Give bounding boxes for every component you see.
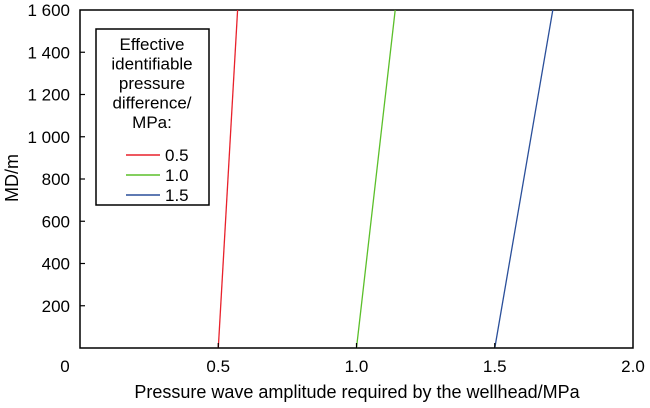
legend-title-line: pressure	[119, 74, 185, 93]
y-tick-label: 1 600	[27, 1, 70, 20]
y-tick-label: 1 000	[27, 128, 70, 147]
legend: Effectiveidentifiablepressuredifference/…	[95, 28, 210, 206]
x-tick-label: 2.0	[621, 357, 645, 376]
x-tick-label: 1.0	[345, 357, 369, 376]
y-tick-label: 400	[42, 255, 70, 274]
legend-label-0.5: 0.5	[165, 146, 189, 165]
series-line-0.5	[217, 9, 239, 349]
y-tick-label: 600	[42, 212, 70, 231]
y-tick-label: 1 400	[27, 43, 70, 62]
legend-label-1.0: 1.0	[165, 166, 189, 185]
legend-title-line: Effective	[120, 35, 185, 54]
legend-title-line: identifiable	[111, 55, 192, 74]
x-axis-ticks: 0 0.5 1.0 1.5 2.0	[60, 343, 645, 376]
y-axis-ticks: 200 400 600 800 1 000 1 200 1 400 1 600	[27, 1, 85, 316]
x-tick-label: 0.5	[206, 357, 230, 376]
series-lines	[217, 9, 554, 349]
x-axis-label: Pressure wave amplitude required by the …	[134, 382, 580, 402]
legend-label-1.5: 1.5	[165, 186, 189, 205]
y-tick-label: 1 200	[27, 86, 70, 105]
series-line-1.5	[494, 9, 554, 349]
legend-title-line: difference/	[112, 94, 191, 113]
y-axis-label: MD/m	[2, 154, 22, 202]
x-tick-label: 0	[60, 357, 69, 376]
y-tick-label: 200	[42, 297, 70, 316]
x-tick-label: 1.5	[483, 357, 507, 376]
legend-title-line: MPa:	[132, 113, 172, 132]
series-line-1.0	[355, 9, 396, 349]
y-tick-label: 800	[42, 170, 70, 189]
